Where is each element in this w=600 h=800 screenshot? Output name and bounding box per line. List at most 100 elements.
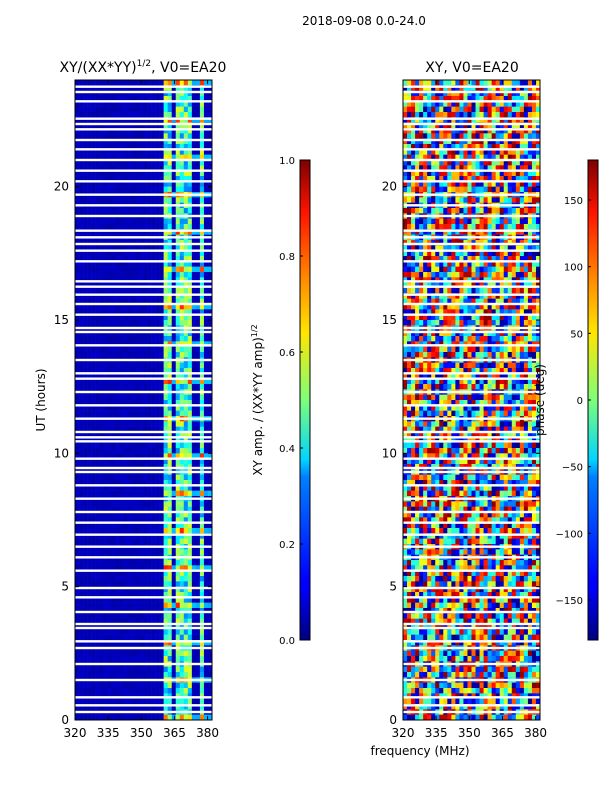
heatmap-cell (87, 176, 92, 182)
heatmap-cell (491, 128, 496, 134)
heatmap-cell (467, 128, 472, 134)
heatmap-cell (491, 112, 496, 118)
heatmap-cell (75, 160, 80, 166)
heatmap-cell (159, 106, 164, 113)
heatmap-cell (151, 144, 156, 150)
heatmap-cell (99, 506, 104, 513)
heatmap-cell (171, 90, 177, 97)
heatmap-cell (75, 597, 80, 603)
heatmap-cell (503, 154, 509, 161)
heatmap-cell (451, 106, 456, 113)
heatmap-cell (167, 485, 173, 491)
heatmap-cell (499, 181, 505, 187)
heatmap-cell (87, 602, 92, 609)
heatmap-cell (419, 149, 424, 155)
heatmap-cell (163, 384, 168, 390)
heatmap-cell (527, 80, 533, 86)
heatmap-cell (151, 352, 156, 358)
heatmap-cell (163, 512, 168, 518)
heatmap-cell (191, 560, 197, 566)
heatmap-cell (403, 122, 408, 129)
heatmap-cell (147, 394, 152, 401)
heatmap-cell (195, 421, 201, 427)
heatmap-cell (407, 122, 412, 129)
heatmap-cell (107, 522, 112, 529)
heatmap-cell (103, 197, 108, 203)
phase-heatmap[interactable] (403, 80, 541, 721)
heatmap-cell (199, 170, 205, 177)
heatmap-cell (167, 112, 173, 118)
heatmap-cell (131, 618, 136, 625)
heatmap-cell (195, 650, 201, 657)
heatmap-cell (159, 410, 164, 417)
heatmap-cell (207, 133, 213, 139)
heatmap-cell (79, 506, 84, 513)
heatmap-cell (75, 368, 80, 374)
heatmap-cell (139, 106, 144, 113)
heatmap-cell (83, 133, 88, 139)
heatmap-cell (175, 336, 181, 342)
heatmap-cell (187, 218, 193, 225)
heatmap-cell (195, 490, 201, 497)
heatmap-cell (207, 602, 213, 609)
heatmap-cell (123, 538, 128, 545)
heatmap-cell (467, 85, 472, 91)
heatmap-cell (447, 186, 452, 193)
phase-title: XY, V0=EA20 (425, 60, 519, 76)
heatmap-cell (431, 154, 436, 161)
heatmap-cell (151, 538, 156, 545)
heatmap-cell (207, 448, 213, 454)
heatmap-cell (107, 517, 112, 523)
heatmap-cell (135, 474, 140, 481)
heatmap-cell (139, 453, 144, 459)
heatmap-cell (87, 698, 92, 705)
heatmap-cell (447, 85, 452, 91)
heatmap-cell (135, 410, 140, 417)
heatmap-cell (87, 250, 92, 257)
heatmap-cell (167, 197, 173, 203)
heatmap-cell (139, 688, 144, 694)
heatmap-cell (507, 101, 513, 107)
heatmap-cell (175, 634, 181, 641)
heatmap-cell (187, 160, 193, 166)
heatmap-cell (95, 672, 100, 678)
heatmap-cell (487, 122, 492, 129)
flagged-row (75, 100, 212, 103)
heatmap-cell (155, 410, 160, 417)
heatmap-cell (87, 426, 92, 433)
heatmap-cell (111, 256, 116, 262)
heatmap-cell (103, 368, 108, 374)
heatmap-cell (107, 602, 112, 609)
heatmap-cell (119, 181, 124, 187)
heatmap-cell (143, 501, 148, 507)
heatmap-cell (175, 672, 181, 678)
heatmap-cell (207, 453, 213, 459)
heatmap-cell (483, 138, 488, 145)
heatmap-cell (463, 197, 468, 203)
heatmap-cell (171, 714, 177, 721)
heatmap-cell (195, 176, 201, 182)
heatmap-cell (419, 186, 424, 193)
heatmap-cell (107, 442, 112, 449)
heatmap-cell (127, 533, 132, 539)
heatmap-cell (75, 101, 80, 107)
heatmap-cell (495, 197, 501, 203)
heatmap-cell (199, 336, 205, 342)
heatmap-cell (151, 304, 156, 310)
heatmap-cell (135, 581, 140, 587)
heatmap-cell (175, 549, 181, 555)
heatmap-cell (151, 490, 156, 497)
heatmap-cell (95, 528, 100, 534)
heatmap-cell (415, 181, 420, 187)
heatmap-cell (187, 565, 193, 571)
heatmap-cell (75, 458, 80, 465)
heatmap-cell (171, 613, 177, 619)
heatmap-cell (99, 106, 104, 113)
heatmap-cell (159, 448, 164, 454)
heatmap-cell (167, 362, 173, 369)
heatmap-cell (439, 149, 444, 155)
heatmap-cell (123, 394, 128, 401)
heatmap-cell (179, 528, 185, 534)
heatmap-cell (179, 170, 185, 177)
heatmap-cell (75, 405, 80, 411)
